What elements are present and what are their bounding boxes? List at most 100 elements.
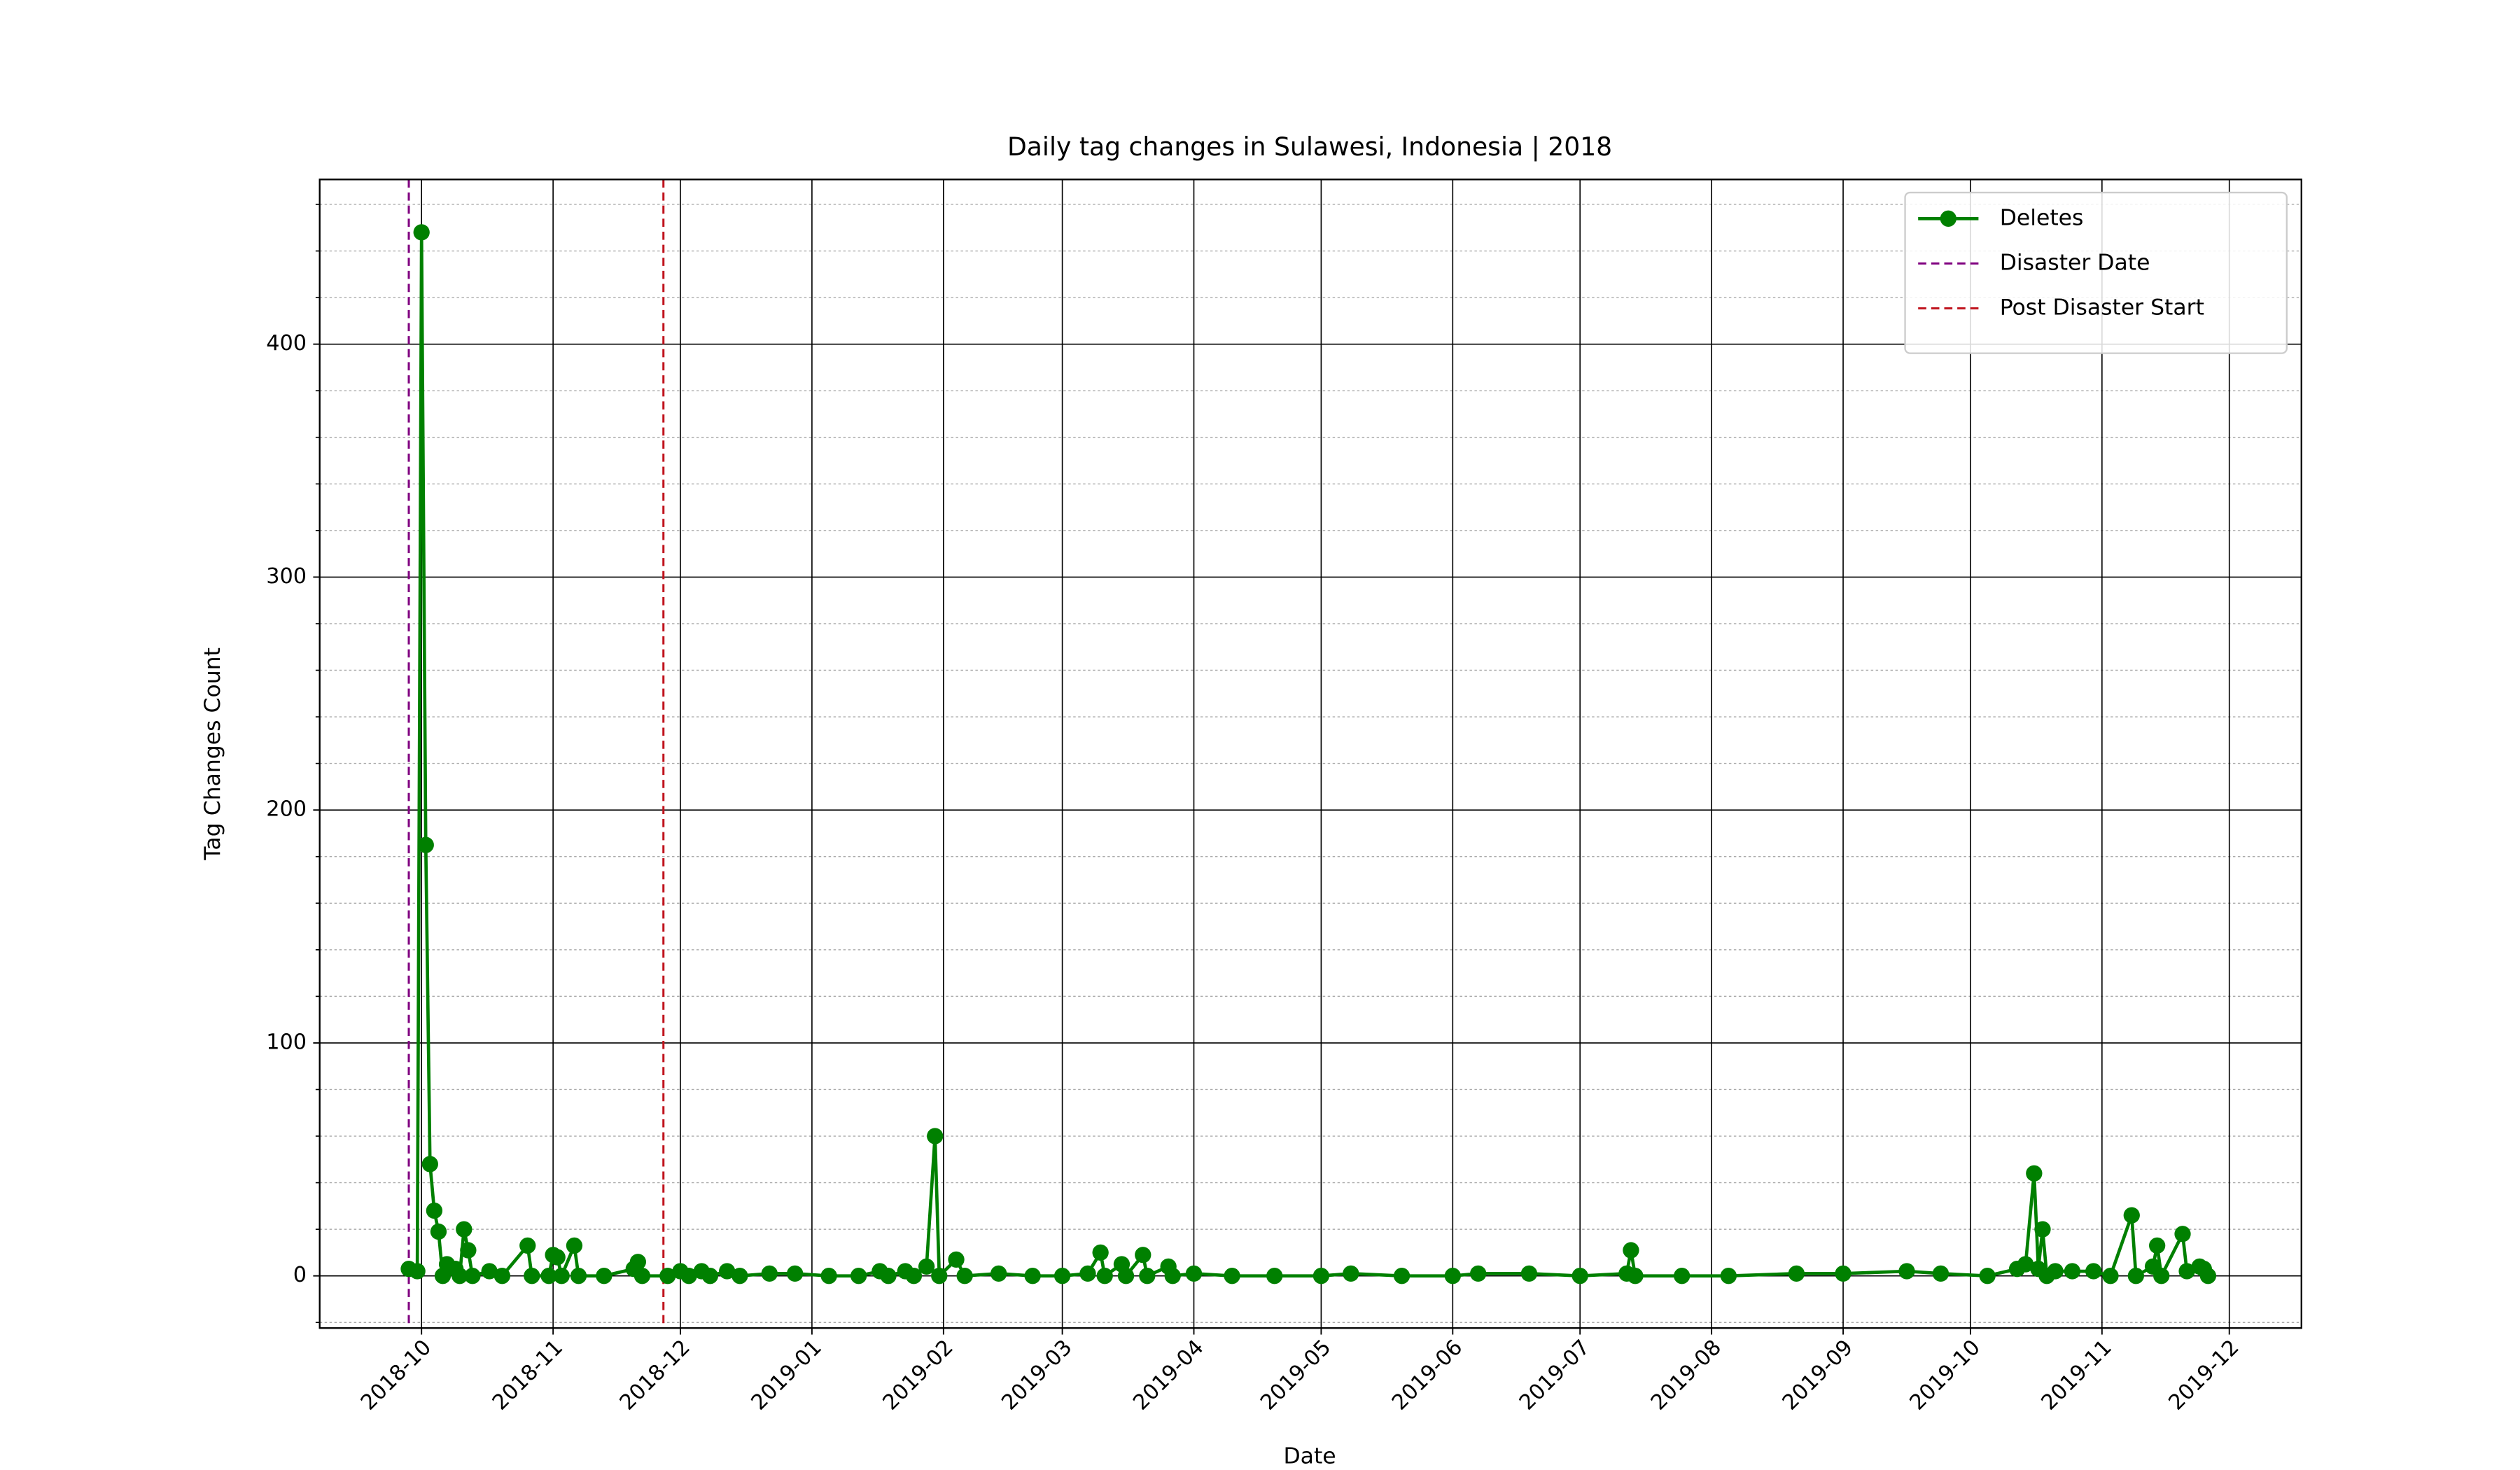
point bbox=[880, 1268, 897, 1284]
point bbox=[413, 224, 430, 241]
point bbox=[409, 1263, 426, 1280]
series-line bbox=[408, 230, 2210, 1278]
point bbox=[1024, 1268, 1041, 1284]
point bbox=[493, 1268, 511, 1284]
x-tick-label: 2019-10 bbox=[1905, 1335, 1985, 1415]
y-tick-label: 100 bbox=[266, 1030, 307, 1054]
point bbox=[421, 1156, 438, 1172]
point bbox=[2102, 1268, 2119, 1284]
x-tick-label: 2019-03 bbox=[997, 1335, 1077, 1415]
x-tick-label: 2019-04 bbox=[1128, 1335, 1208, 1415]
point bbox=[1343, 1265, 1359, 1282]
point bbox=[931, 1268, 948, 1284]
x-tick-label: 2019-08 bbox=[1646, 1335, 1726, 1415]
point bbox=[1185, 1265, 1203, 1282]
point bbox=[596, 1268, 612, 1284]
point bbox=[481, 1263, 498, 1280]
point bbox=[634, 1268, 651, 1284]
point bbox=[519, 1237, 536, 1254]
y-tick-label: 200 bbox=[266, 797, 307, 822]
point bbox=[2174, 1226, 2191, 1242]
point bbox=[566, 1237, 583, 1254]
point bbox=[1720, 1268, 1737, 1284]
point bbox=[1393, 1268, 1410, 1284]
point bbox=[540, 1268, 557, 1284]
point bbox=[2178, 1263, 2195, 1280]
point bbox=[1139, 1268, 1156, 1284]
point bbox=[549, 1249, 566, 1266]
point bbox=[918, 1258, 935, 1275]
point bbox=[430, 1223, 447, 1240]
point bbox=[1312, 1268, 1330, 1284]
x-tick-label: 2019-12 bbox=[2164, 1335, 2244, 1415]
point bbox=[570, 1268, 587, 1284]
point bbox=[524, 1268, 540, 1284]
point bbox=[2127, 1268, 2144, 1284]
point bbox=[2149, 1237, 2166, 1254]
point bbox=[680, 1268, 697, 1284]
legend-label: Post Disaster Start bbox=[2000, 295, 2204, 321]
point bbox=[1079, 1265, 1096, 1282]
legend-box bbox=[1904, 191, 2288, 354]
point bbox=[2034, 1221, 2051, 1238]
point bbox=[850, 1268, 867, 1284]
x-tick-label: 2019-01 bbox=[747, 1335, 827, 1415]
point bbox=[1164, 1268, 1181, 1284]
point bbox=[990, 1265, 1007, 1282]
point bbox=[1092, 1244, 1109, 1261]
point bbox=[426, 1202, 443, 1219]
point bbox=[417, 836, 434, 853]
point bbox=[629, 1254, 647, 1270]
point bbox=[1266, 1268, 1283, 1284]
point bbox=[1835, 1265, 1851, 1282]
point bbox=[719, 1263, 736, 1280]
point bbox=[1788, 1265, 1805, 1282]
point bbox=[1520, 1265, 1538, 1282]
point bbox=[460, 1242, 477, 1259]
point bbox=[701, 1268, 719, 1284]
y-tick-label: 0 bbox=[293, 1263, 307, 1287]
point bbox=[2085, 1263, 2102, 1280]
x-tick-label: 2018-12 bbox=[615, 1335, 695, 1415]
legend-marker bbox=[1940, 210, 1956, 227]
point bbox=[1674, 1268, 1690, 1284]
point bbox=[1572, 1268, 1588, 1284]
point bbox=[1224, 1268, 1240, 1284]
point bbox=[2017, 1256, 2034, 1273]
point bbox=[2123, 1207, 2140, 1224]
point bbox=[1979, 1268, 1996, 1284]
x-tick-label: 2019-09 bbox=[1778, 1335, 1858, 1415]
point bbox=[820, 1268, 837, 1284]
chart-title: Daily tag changes in Sulawesi, Indonesia… bbox=[1007, 132, 1612, 162]
point bbox=[2064, 1263, 2081, 1280]
point bbox=[2153, 1268, 2170, 1284]
legend-label: Deletes bbox=[2000, 205, 2084, 230]
point bbox=[464, 1268, 481, 1284]
point bbox=[456, 1221, 472, 1238]
point bbox=[927, 1128, 944, 1144]
x-tick-label: 2019-07 bbox=[1515, 1335, 1595, 1415]
x-axis-label: Date bbox=[1283, 1443, 1336, 1469]
plot-frame bbox=[318, 178, 2302, 1329]
point bbox=[451, 1268, 468, 1284]
point bbox=[1623, 1242, 1639, 1259]
point bbox=[948, 1251, 965, 1268]
point bbox=[1470, 1265, 1487, 1282]
point bbox=[787, 1265, 804, 1282]
y-tick-label: 400 bbox=[266, 331, 307, 356]
y-axis-label: Tag Changes Count bbox=[200, 648, 225, 861]
x-tick-label: 2018-10 bbox=[356, 1335, 436, 1415]
point bbox=[761, 1265, 778, 1282]
point bbox=[1117, 1268, 1135, 1284]
point bbox=[956, 1268, 973, 1284]
point bbox=[1096, 1268, 1113, 1284]
y-tick-label: 300 bbox=[266, 564, 307, 589]
x-tick-label: 2019-11 bbox=[2037, 1335, 2117, 1415]
x-tick-label: 2019-05 bbox=[1256, 1335, 1336, 1415]
point bbox=[1444, 1268, 1461, 1284]
point bbox=[1627, 1268, 1644, 1284]
x-tick-label: 2018-11 bbox=[488, 1335, 568, 1415]
x-tick-label: 2019-02 bbox=[878, 1335, 958, 1415]
